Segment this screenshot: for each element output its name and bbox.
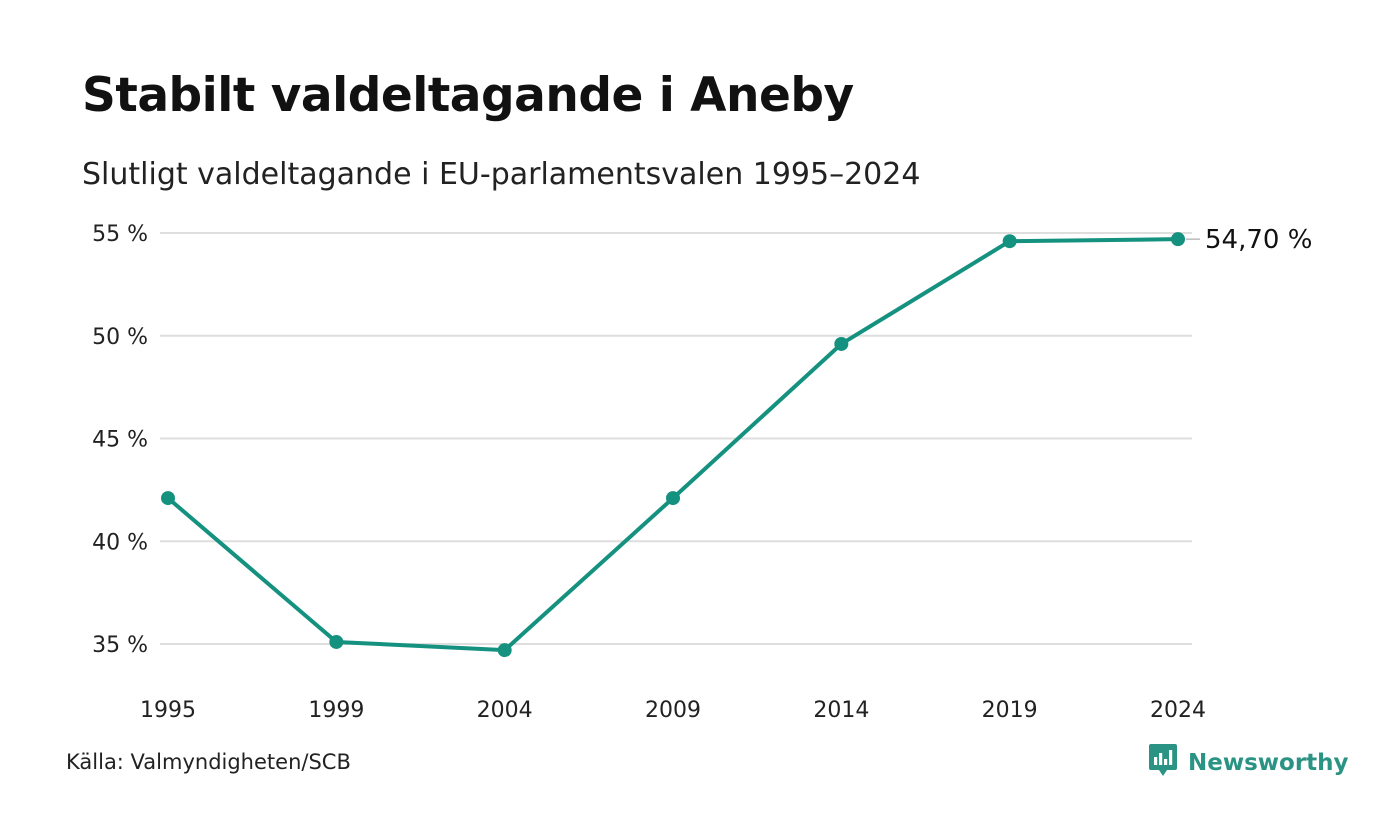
y-tick-label: 35 % <box>92 633 148 658</box>
y-tick-label: 50 % <box>92 325 148 350</box>
y-tick-label: 40 % <box>92 530 148 555</box>
end-label-group: 54,70 % <box>1186 225 1312 255</box>
brand-name: Newsworthy <box>1188 749 1349 776</box>
newsworthy-logo-icon <box>1148 742 1178 783</box>
data-point <box>666 491 680 506</box>
x-axis-ticks: 1995 1999 2004 2009 2014 2019 2024 <box>140 698 1206 723</box>
data-point <box>1171 232 1185 247</box>
data-point <box>497 643 512 658</box>
y-tick-label: 45 % <box>92 428 148 453</box>
x-tick-label: 1999 <box>308 698 364 723</box>
data-point <box>161 491 175 506</box>
line-chart: 35 % 40 % 45 % 50 % 55 % 1995 1999 2004 2009 201… <box>92 222 1312 723</box>
data-point <box>834 336 849 351</box>
series-line <box>166 237 1180 653</box>
x-tick-label: 2009 <box>645 698 701 723</box>
data-point <box>1002 234 1017 249</box>
grid-lines <box>160 232 1192 645</box>
y-axis-ticks: 35 % 40 % 45 % 50 % 55 % <box>92 222 148 658</box>
x-tick-label: 2004 <box>477 698 533 723</box>
chart-title: Stabilt valdeltagande i Aneby <box>82 68 854 123</box>
end-value-label: 54,70 % <box>1205 225 1312 255</box>
source-note: Källa: Valmyndigheten/SCB <box>66 750 351 774</box>
data-point <box>329 634 344 649</box>
chart-subtitle: Slutligt valdeltagande i EU-parlamentsva… <box>82 157 921 192</box>
y-tick-label: 55 % <box>92 222 148 247</box>
x-tick-label: 2019 <box>982 698 1038 723</box>
x-tick-label: 2024 <box>1150 698 1206 723</box>
x-tick-label: 2014 <box>813 698 869 723</box>
brand-logo: Newsworthy <box>1148 742 1349 783</box>
x-tick-label: 1995 <box>140 698 196 723</box>
series-turnout <box>161 232 1185 658</box>
